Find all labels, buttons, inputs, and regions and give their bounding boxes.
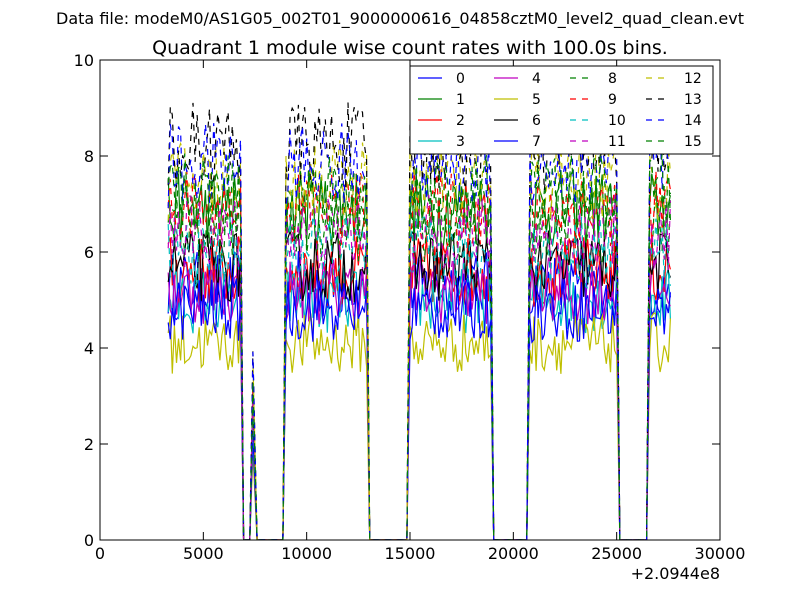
x-tick-label: 10000 (281, 544, 332, 563)
x-tick-label: 15000 (385, 544, 436, 563)
series-line-5 (167, 312, 671, 540)
legend-label-12: 12 (684, 71, 702, 87)
legend-label-4: 4 (532, 71, 541, 87)
y-tick-label: 4 (84, 339, 94, 358)
legend-label-11: 11 (608, 134, 626, 150)
y-tick-label: 0 (84, 531, 94, 550)
figure-suptitle: Data file: modeM0/AS1G05_002T01_90000006… (56, 9, 744, 29)
legend-label-10: 10 (608, 113, 626, 129)
legend-label-13: 13 (684, 92, 702, 108)
chart-title: Quadrant 1 module wise count rates with … (152, 37, 668, 59)
series-line-6 (167, 229, 671, 540)
y-tick-label: 2 (84, 435, 94, 454)
legend-label-7: 7 (532, 134, 541, 150)
legend-label-9: 9 (608, 92, 617, 108)
series-line-8 (167, 184, 671, 540)
series-line-10 (167, 215, 671, 540)
series-line-9 (167, 169, 671, 540)
x-tick-label: 5000 (183, 544, 224, 563)
legend-label-14: 14 (684, 113, 702, 129)
legend-label-8: 8 (608, 71, 617, 87)
series-line-15 (167, 153, 671, 540)
y-tick-label: 8 (84, 147, 94, 166)
series-line-7 (167, 276, 671, 540)
legend-label-1: 1 (456, 92, 465, 108)
legend-label-3: 3 (456, 134, 465, 150)
x-tick-label: 25000 (591, 544, 642, 563)
legend-label-15: 15 (684, 134, 702, 150)
series-line-3 (167, 267, 671, 540)
x-tick-label: 20000 (488, 544, 539, 563)
legend-box (409, 65, 714, 155)
y-tick-label: 6 (84, 243, 94, 262)
x-offset-label: +2.0944e8 (631, 564, 720, 583)
series-line-11 (167, 194, 671, 540)
legend-label-0: 0 (456, 71, 465, 87)
legend-label-6: 6 (532, 113, 541, 129)
legend-label-2: 2 (456, 113, 465, 129)
y-tick-label: 10 (74, 51, 94, 70)
x-tick-label: 0 (95, 544, 105, 563)
legend-label-5: 5 (532, 92, 541, 108)
x-tick-label: 30000 (695, 544, 746, 563)
